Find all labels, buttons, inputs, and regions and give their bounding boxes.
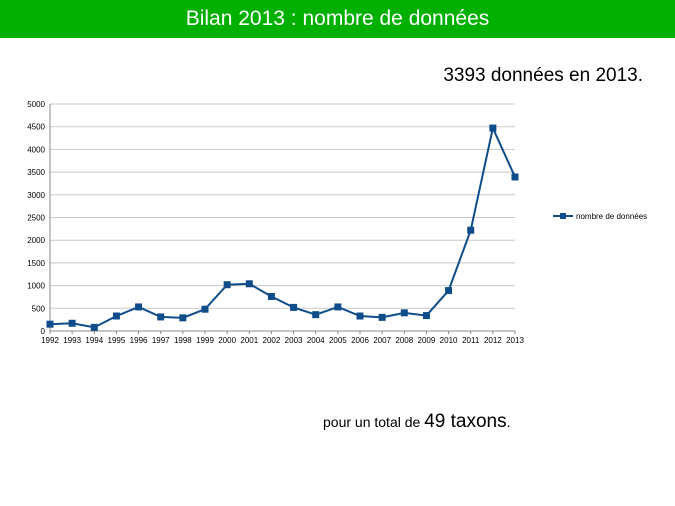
chart-legend: nombre de données xyxy=(553,212,647,221)
y-tick-label: 1500 xyxy=(27,259,45,268)
x-tick-label: 1994 xyxy=(85,336,103,345)
y-tick-label: 2000 xyxy=(27,236,45,245)
data-point xyxy=(157,313,165,321)
x-tick-label: 2009 xyxy=(418,336,436,345)
chart-series xyxy=(46,124,519,331)
data-point xyxy=(223,281,231,289)
x-tick-label: 1998 xyxy=(174,336,192,345)
x-tick-label: 2003 xyxy=(285,336,303,345)
data-point xyxy=(179,314,187,322)
x-tick-label: 2005 xyxy=(329,336,347,345)
x-tick-label: 2010 xyxy=(440,336,458,345)
y-tick-label: 1000 xyxy=(27,282,45,291)
x-tick-label: 2011 xyxy=(462,336,480,345)
x-tick-label: 1996 xyxy=(130,336,148,345)
data-point xyxy=(46,320,54,328)
data-point xyxy=(356,312,364,320)
x-tick-label: 2007 xyxy=(373,336,391,345)
total-text: pour un total de 49 taxons. xyxy=(323,411,510,433)
x-tick-label: 1999 xyxy=(196,336,214,345)
taxon-count: 49 taxons xyxy=(424,411,507,432)
x-tick-label: 2008 xyxy=(395,336,413,345)
data-point xyxy=(245,280,253,288)
legend-label: nombre de données xyxy=(576,212,647,221)
x-tick-label: 2012 xyxy=(484,336,502,345)
data-point xyxy=(334,303,342,311)
y-tick-label: 4500 xyxy=(27,123,45,132)
x-tick-label: 2013 xyxy=(506,336,524,345)
data-point xyxy=(489,124,497,132)
data-point xyxy=(90,323,98,331)
x-tick-label: 1992 xyxy=(41,336,59,345)
line-chart: 0 500 1000 1500 2000 2500 3000 3500 4000 4500 5000… xyxy=(27,100,647,345)
data-point xyxy=(267,292,275,300)
series-line xyxy=(49,124,516,329)
summary-text: 3393 données en 2013. xyxy=(443,65,643,86)
page-title: Bilan 2013 : nombre de données xyxy=(0,0,675,38)
data-point xyxy=(378,313,386,321)
y-tick-label: 5000 xyxy=(27,100,45,109)
legend-marker xyxy=(560,213,566,219)
y-tick-label: 3000 xyxy=(27,191,45,200)
data-point xyxy=(312,311,320,319)
x-tick-label: 1993 xyxy=(63,336,81,345)
x-tick-label: 1997 xyxy=(152,336,170,345)
chart-axes: 0 500 1000 1500 2000 2500 3000 3500 4000 4500 5000… xyxy=(27,100,524,345)
data-point xyxy=(201,305,209,313)
total-prefix: pour un total de xyxy=(323,414,425,430)
data-point xyxy=(467,226,475,234)
x-tick-label: 2000 xyxy=(218,336,236,345)
data-point xyxy=(511,173,519,181)
y-tick-label: 2500 xyxy=(27,214,45,223)
data-point xyxy=(135,303,143,311)
data-point xyxy=(290,303,298,311)
x-tick-label: 2004 xyxy=(307,336,325,345)
y-tick-label: 0 xyxy=(41,327,46,336)
total-suffix: . xyxy=(506,414,511,430)
x-tick-label: 2001 xyxy=(240,336,258,345)
x-tick-label: 1995 xyxy=(108,336,126,345)
chart-grid xyxy=(50,103,515,332)
data-point xyxy=(68,319,76,327)
data-point xyxy=(400,309,408,317)
data-point xyxy=(445,287,453,295)
y-tick-label: 4000 xyxy=(27,145,45,154)
x-tick-label: 2006 xyxy=(351,336,369,345)
data-point xyxy=(422,312,430,320)
y-tick-label: 3500 xyxy=(27,168,45,177)
y-tick-label: 500 xyxy=(32,304,46,313)
x-tick-label: 2002 xyxy=(263,336,281,345)
data-point xyxy=(112,312,120,320)
